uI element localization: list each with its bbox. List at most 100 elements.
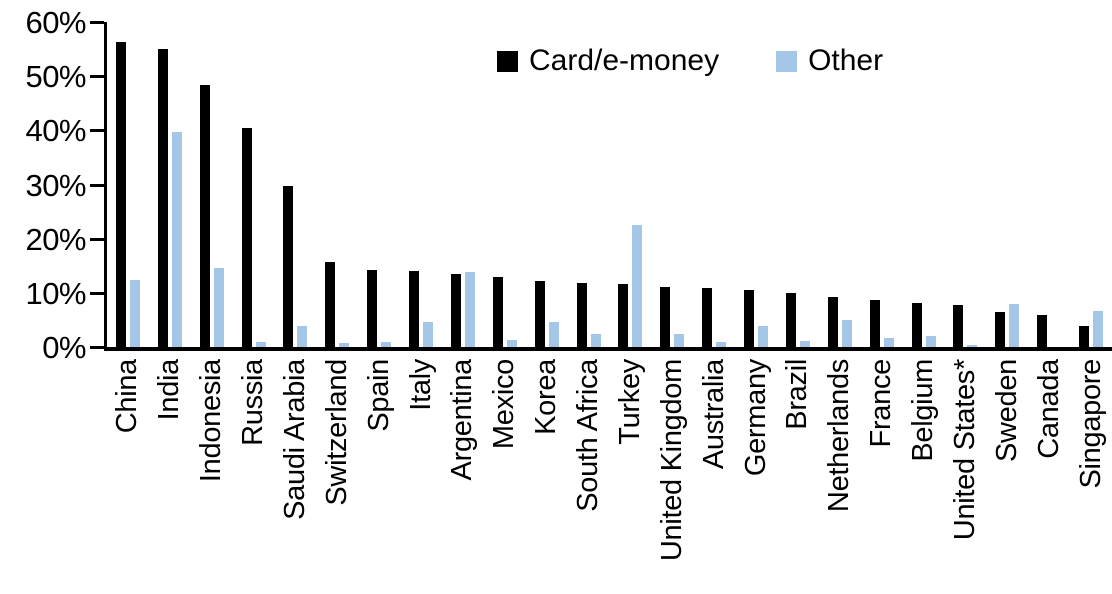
x-axis-label: Indonesia <box>195 359 228 483</box>
y-axis-tick <box>90 129 104 133</box>
other-bar <box>548 322 559 347</box>
card-bar <box>283 186 294 347</box>
bar-group <box>945 22 987 347</box>
bar-group <box>149 22 191 347</box>
bar-group <box>903 22 945 347</box>
bar-group <box>568 22 610 347</box>
y-axis-tick-label: 0% <box>42 330 86 365</box>
x-axis-label-cell: Argentina <box>442 359 484 594</box>
x-axis-label: Belgium <box>907 359 940 462</box>
x-axis-label-cell: Italy <box>400 359 442 594</box>
bar-group <box>1028 22 1070 347</box>
other-bar <box>171 132 182 347</box>
x-axis-label: Italy <box>404 359 437 411</box>
x-axis-label: France <box>865 359 898 448</box>
other-bar <box>297 326 308 347</box>
x-axis-label-cell: Canada <box>1028 359 1070 594</box>
bar-group <box>610 22 652 347</box>
x-axis-label-cell: Korea <box>526 359 568 594</box>
y-axis-line <box>104 22 107 351</box>
x-axis-labels: China India Indonesia Russia Saudi Arabia Swi… <box>107 359 1112 594</box>
x-axis-label: Brazil <box>781 359 814 430</box>
card-bar <box>702 288 713 347</box>
card-bar <box>827 297 838 347</box>
bar-group <box>986 22 1028 347</box>
bar-group <box>819 22 861 347</box>
card-bar <box>911 303 922 347</box>
y-axis-tick-label: 60% <box>25 5 86 40</box>
x-axis-label: India <box>153 359 186 421</box>
card-bar <box>325 262 336 347</box>
x-axis-label-cell: China <box>107 359 149 594</box>
bar-group <box>693 22 735 347</box>
other-bar <box>464 272 475 347</box>
other-bar <box>423 322 434 347</box>
bar-group <box>777 22 819 347</box>
y-axis-tick-label: 50% <box>25 59 86 95</box>
x-axis-label: South Africa <box>572 359 605 512</box>
other-bar <box>632 225 643 347</box>
x-axis-label-cell: South Africa <box>568 359 610 594</box>
y-axis-tick <box>90 21 104 24</box>
bar-group <box>316 22 358 347</box>
legend-swatch-other <box>776 50 798 72</box>
other-bar <box>967 345 978 347</box>
card-bar <box>995 312 1006 347</box>
x-axis-label: Canada <box>1032 359 1065 459</box>
card-bar <box>450 274 461 347</box>
x-axis-label: Australia <box>697 359 730 470</box>
y-axis-tick <box>90 291 104 295</box>
other-bar <box>758 326 769 347</box>
card-bar <box>241 128 252 347</box>
other-bar <box>255 342 266 347</box>
x-axis-label-cell: Saudi Arabia <box>275 359 317 594</box>
x-axis-label-cell: Turkey <box>610 359 652 594</box>
x-axis-label-cell: Indonesia <box>191 359 233 594</box>
other-bar <box>883 338 894 347</box>
x-axis-label-cell: Singapore <box>1070 359 1112 594</box>
x-axis-label-cell: France <box>861 359 903 594</box>
y-axis-tick-label: 20% <box>25 221 86 257</box>
y-axis-tick-label: 30% <box>25 167 86 203</box>
other-bar <box>716 342 727 347</box>
x-axis-label-cell: United States* <box>945 359 987 594</box>
x-axis-label-cell: Germany <box>735 359 777 594</box>
x-axis-label: Argentina <box>446 359 479 481</box>
x-axis-label: Russia <box>237 359 270 446</box>
x-axis-label-cell: Sweden <box>986 359 1028 594</box>
x-axis-line <box>104 347 1112 351</box>
bar-group <box>484 22 526 347</box>
x-axis-label-cell: Mexico <box>484 359 526 594</box>
card-bar <box>953 305 964 347</box>
y-axis-tick-label: 40% <box>25 113 86 149</box>
bar-group <box>107 22 149 347</box>
legend-label-card: Card/e-money <box>529 44 720 77</box>
card-bar <box>744 290 755 347</box>
bar-group <box>400 22 442 347</box>
x-axis-label: United Kingdom <box>655 359 688 562</box>
other-bar <box>129 280 140 347</box>
bar-group <box>233 22 275 347</box>
card-bar <box>618 284 629 347</box>
x-axis-label-cell: Switzerland <box>316 359 358 594</box>
legend: Card/e-money Other <box>497 44 883 78</box>
other-bar <box>213 268 224 347</box>
bar-group <box>1070 22 1112 347</box>
other-bar <box>674 334 685 347</box>
x-axis-label: Turkey <box>613 359 646 445</box>
x-axis-label: Saudi Arabia <box>278 359 311 520</box>
x-axis-label-cell: India <box>149 359 191 594</box>
bar-group <box>442 22 484 347</box>
card-bar <box>785 293 796 347</box>
bar-group <box>358 22 400 347</box>
card-bar <box>199 85 210 347</box>
card-bar <box>492 277 503 347</box>
x-axis-label: Spain <box>362 359 395 432</box>
x-axis-label-cell: United Kingdom <box>651 359 693 594</box>
y-axis-tick <box>90 183 104 187</box>
card-bar <box>115 42 126 347</box>
card-bar <box>409 271 420 347</box>
x-axis-label: Germany <box>739 359 772 477</box>
y-axis-tick <box>90 346 104 349</box>
